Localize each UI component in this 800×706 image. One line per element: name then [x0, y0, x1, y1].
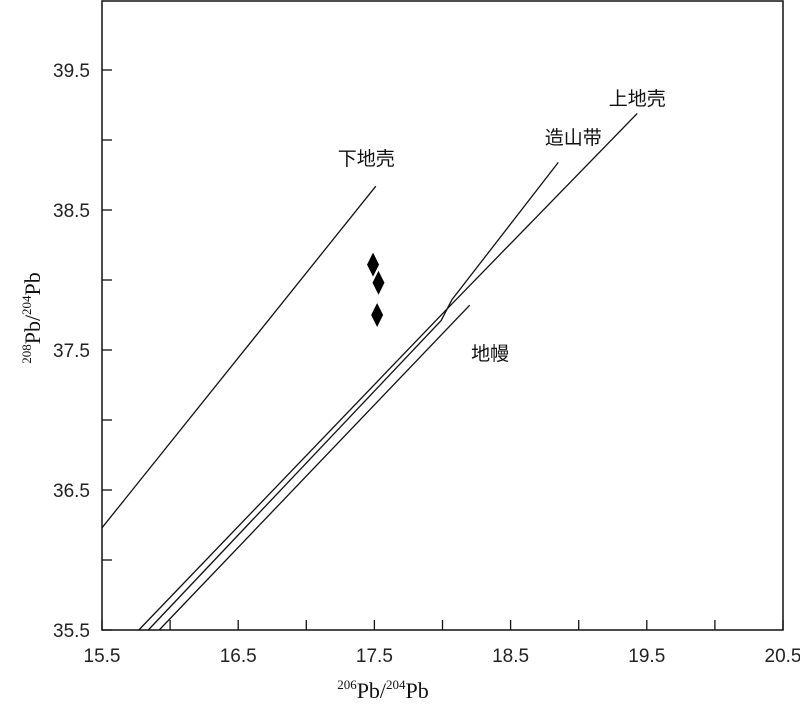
plot-frame — [101, 0, 784, 631]
x-tick-label: 16.5 — [220, 646, 257, 667]
y-tick-label: 37.5 — [53, 341, 90, 362]
x-tick-label: 19.5 — [628, 646, 665, 667]
x-tick-label: 20.5 — [765, 646, 800, 667]
curve-line — [147, 162, 559, 631]
y-tick-label: 36.5 — [53, 481, 90, 502]
data-point-diamond — [367, 252, 380, 277]
y-tick-label: 39.5 — [53, 61, 90, 82]
x-tick-label: 15.5 — [84, 646, 121, 667]
curve-label: 上地壳 — [609, 88, 666, 110]
tick-labels: 15.5 16.5 17.5 18.5 19.5 20.5 35.5 36.5 37.5 38.5… — [53, 61, 800, 667]
data-point-diamond — [371, 303, 384, 327]
curve-line — [158, 304, 471, 631]
y-tick-label: 38.5 — [53, 201, 90, 222]
curve-line — [101, 185, 377, 529]
curve-line — [138, 112, 638, 631]
curve-label: 造山带 — [545, 127, 602, 149]
curve-label: 地幔 — [471, 343, 509, 365]
curve-label: 下地壳 — [338, 148, 395, 170]
x-tick-label: 18.5 — [492, 646, 529, 667]
axis-ticks — [101, 69, 784, 631]
data-point-diamond — [372, 270, 385, 295]
curves-layer — [101, 112, 638, 631]
y-axis-title: 208Pb/204Pb — [19, 272, 45, 364]
sample-markers — [367, 252, 385, 327]
x-tick-label: 17.5 — [356, 646, 393, 667]
y-tick-label: 35.5 — [53, 621, 90, 642]
x-axis-title: 206Pb/204Pb — [337, 677, 429, 703]
